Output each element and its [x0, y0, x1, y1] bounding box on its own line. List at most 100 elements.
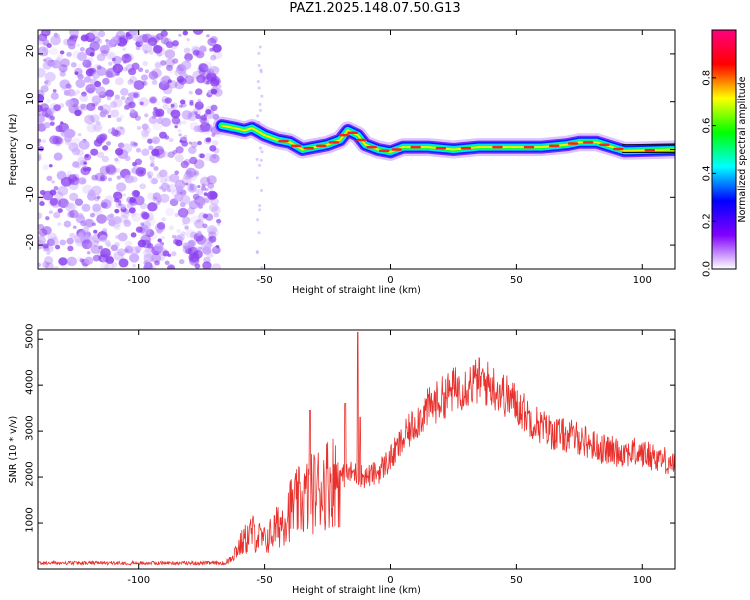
noise-blob — [72, 161, 80, 168]
noise-blob — [184, 75, 195, 85]
noise-blob — [160, 177, 167, 184]
noise-blob — [114, 167, 121, 173]
noise-blob — [115, 77, 124, 86]
noise-blob — [124, 245, 134, 254]
noise-blob — [96, 120, 101, 126]
noise-blob — [67, 245, 74, 252]
noise-blob — [186, 207, 195, 215]
noise-blob — [136, 125, 142, 130]
noise-blob — [114, 208, 120, 214]
noise-blob — [53, 211, 61, 219]
noise-blob — [117, 43, 121, 47]
noise-blob — [114, 209, 119, 213]
noise-blob — [48, 237, 59, 247]
noise-blob — [260, 150, 264, 154]
noise-blob — [202, 213, 208, 219]
noise-blob — [146, 262, 151, 267]
noise-blob — [45, 262, 54, 269]
y-tick-label: 4000 — [25, 369, 36, 394]
noise-blob — [202, 261, 212, 269]
noise-blob — [208, 227, 220, 238]
noise-blob — [210, 88, 218, 95]
noise-blob — [38, 138, 42, 143]
noise-blob — [197, 140, 202, 146]
noise-blob — [105, 39, 115, 48]
noise-blob — [193, 125, 201, 133]
noise-blob — [66, 256, 78, 267]
noise-blob — [99, 174, 108, 182]
noise-blob — [111, 129, 119, 137]
noise-blob — [148, 116, 158, 124]
noise-blob — [96, 38, 103, 45]
noise-blob — [150, 160, 155, 164]
noise-blob — [196, 74, 206, 84]
noise-blob — [76, 43, 80, 47]
noise-blob — [135, 249, 141, 254]
noise-blob — [182, 216, 191, 225]
noise-blob — [38, 67, 46, 78]
noise-blob — [165, 41, 174, 49]
noise-blob — [140, 222, 145, 226]
noise-blob — [139, 101, 144, 106]
noise-blob — [96, 134, 106, 143]
noise-blob — [114, 242, 120, 248]
noise-blob — [199, 153, 205, 159]
noise-blob — [43, 42, 48, 47]
noise-blob — [155, 153, 161, 158]
noise-blob — [169, 173, 180, 183]
noise-blob — [201, 69, 212, 80]
noise-blob — [157, 112, 165, 119]
noise-blob — [66, 51, 72, 57]
snr-plot — [37, 329, 676, 570]
noise-blob — [184, 170, 194, 180]
y-tick-label: -10 — [25, 186, 36, 202]
noise-blob — [195, 114, 201, 120]
noise-blob — [258, 45, 262, 49]
noise-blob — [38, 111, 42, 117]
noise-blob — [211, 205, 221, 215]
noise-blob — [89, 236, 99, 246]
noise-blob — [91, 185, 102, 196]
noise-blob — [198, 69, 206, 76]
noise-blob — [136, 36, 143, 43]
noise-blob — [94, 124, 101, 131]
noise-blob — [206, 72, 217, 82]
noise-blob — [258, 204, 262, 208]
noise-blob — [203, 192, 208, 196]
noise-blob — [199, 122, 211, 132]
noise-blob — [175, 146, 184, 154]
noise-blob — [206, 237, 214, 244]
noise-blob — [135, 167, 147, 177]
noise-blob — [90, 114, 100, 123]
noise-blob — [48, 47, 59, 56]
noise-blob — [133, 142, 138, 146]
noise-blob — [192, 108, 199, 114]
noise-blob — [149, 155, 156, 161]
noise-blob — [94, 172, 105, 182]
noise-blob — [54, 244, 61, 250]
noise-blob — [178, 77, 187, 85]
noise-blob — [131, 212, 142, 222]
spectrogram-plot — [37, 29, 676, 270]
noise-blob — [133, 195, 145, 206]
noise-blob — [85, 47, 95, 56]
noise-blob — [88, 30, 99, 40]
noise-blob — [89, 213, 95, 218]
noise-blob — [68, 179, 75, 185]
x-tick-label: 50 — [510, 575, 523, 586]
noise-blob — [81, 203, 91, 212]
noise-blob — [133, 92, 139, 98]
colorbar-label: Normalized spectral amplitude — [737, 76, 748, 222]
noise-blob — [92, 122, 103, 133]
noise-blob — [123, 220, 132, 228]
noise-blob — [160, 182, 170, 191]
noise-blob — [197, 66, 204, 73]
y-tick-label: 3000 — [25, 415, 36, 440]
noise-blob — [255, 251, 259, 255]
noise-blob — [210, 54, 217, 61]
noise-blob — [43, 256, 54, 265]
noise-blob — [185, 229, 195, 238]
noise-blob — [102, 77, 110, 85]
noise-blob — [69, 192, 79, 202]
noise-blob — [174, 154, 184, 163]
